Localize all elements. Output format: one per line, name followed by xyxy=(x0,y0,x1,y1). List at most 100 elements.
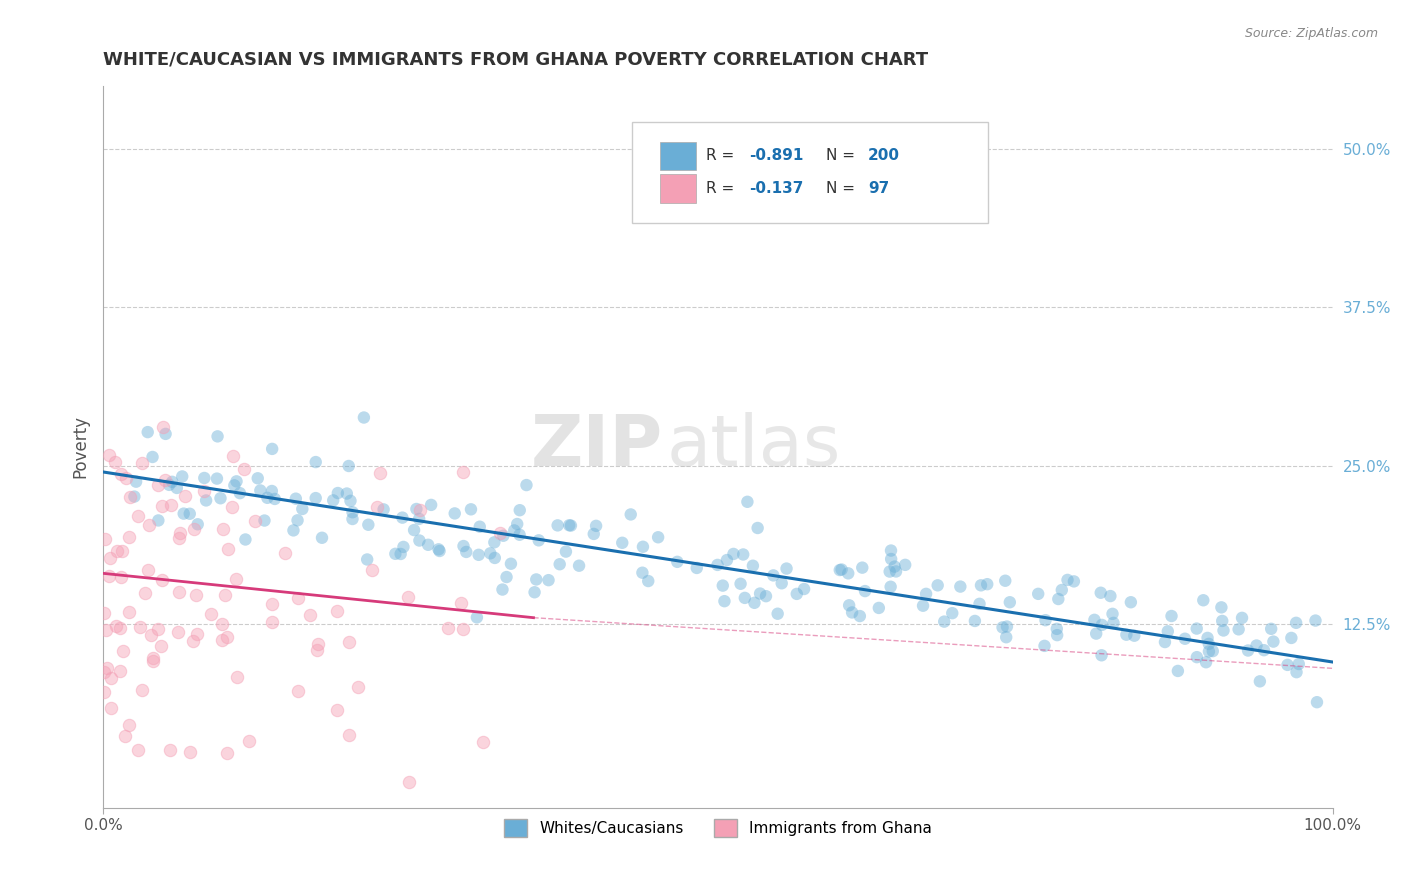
Point xyxy=(1246,639,1268,653)
Point xyxy=(453,465,475,479)
Point xyxy=(110,570,132,584)
Point xyxy=(110,544,132,558)
Point xyxy=(356,552,378,566)
Point xyxy=(1119,595,1142,609)
Point xyxy=(741,558,763,573)
Point xyxy=(1090,648,1112,663)
Point xyxy=(460,502,482,516)
Point xyxy=(326,486,349,500)
Point xyxy=(339,493,361,508)
Point xyxy=(1285,665,1308,680)
Point xyxy=(214,588,236,602)
Point xyxy=(969,597,991,611)
Point xyxy=(503,524,526,538)
Point xyxy=(456,545,478,559)
Point xyxy=(509,527,531,541)
Point xyxy=(141,654,163,668)
Point xyxy=(915,587,938,601)
Point xyxy=(443,507,465,521)
Point xyxy=(585,519,607,533)
Point xyxy=(851,560,873,574)
Point xyxy=(1237,643,1260,657)
Point xyxy=(157,478,180,492)
Point xyxy=(612,536,634,550)
Text: 200: 200 xyxy=(868,148,900,163)
Point xyxy=(737,495,759,509)
Point xyxy=(894,558,917,572)
Point xyxy=(408,512,430,526)
Point xyxy=(404,523,426,537)
Point xyxy=(620,508,643,522)
Point xyxy=(307,638,329,652)
Point xyxy=(880,543,903,558)
Point xyxy=(1047,592,1070,607)
Text: R =: R = xyxy=(706,148,738,163)
Text: 97: 97 xyxy=(868,180,889,195)
Point xyxy=(159,498,181,512)
Point xyxy=(361,562,384,576)
Point xyxy=(232,462,254,476)
Point xyxy=(225,572,247,586)
Point xyxy=(1202,644,1225,658)
Point xyxy=(100,550,122,565)
Point xyxy=(1211,600,1233,615)
Point xyxy=(346,680,368,694)
Point xyxy=(1160,609,1182,624)
Point xyxy=(1288,657,1310,671)
Point xyxy=(150,499,173,513)
Point xyxy=(686,561,709,575)
Point xyxy=(253,514,276,528)
Point xyxy=(181,633,204,648)
Point xyxy=(1211,614,1233,628)
Point xyxy=(730,576,752,591)
Point xyxy=(217,541,239,556)
Point xyxy=(136,563,159,577)
Point xyxy=(1046,622,1069,636)
Point xyxy=(108,665,131,679)
Point xyxy=(337,728,360,742)
Point xyxy=(110,467,132,482)
Point xyxy=(484,550,506,565)
Point xyxy=(305,455,328,469)
Point xyxy=(1192,593,1215,607)
Point xyxy=(159,743,181,757)
Point xyxy=(515,478,537,492)
Point xyxy=(215,630,238,644)
Point xyxy=(631,566,654,580)
Point xyxy=(211,617,233,632)
Point xyxy=(747,521,769,535)
Point xyxy=(450,596,472,610)
Point xyxy=(495,570,517,584)
Point xyxy=(934,615,956,629)
Point xyxy=(1249,674,1271,689)
Point xyxy=(179,507,201,521)
Point xyxy=(479,546,502,560)
Text: N =: N = xyxy=(827,180,860,195)
Point xyxy=(1195,655,1218,669)
Point xyxy=(138,518,160,533)
Point xyxy=(749,586,772,600)
Point xyxy=(114,470,136,484)
Point xyxy=(1174,632,1197,646)
Point xyxy=(226,670,249,684)
Point xyxy=(287,684,309,698)
Point xyxy=(104,455,127,469)
Point xyxy=(322,493,344,508)
Point xyxy=(1050,582,1073,597)
Point xyxy=(93,665,115,680)
Point xyxy=(100,701,122,715)
Point xyxy=(1046,628,1069,642)
Point xyxy=(342,505,364,519)
Point xyxy=(173,507,195,521)
Point xyxy=(1033,639,1056,653)
Point xyxy=(398,775,420,789)
Point xyxy=(205,472,228,486)
Point xyxy=(136,425,159,439)
Point xyxy=(326,604,349,618)
Text: Source: ZipAtlas.com: Source: ZipAtlas.com xyxy=(1244,27,1378,40)
Point xyxy=(733,548,755,562)
Point xyxy=(744,596,766,610)
Point xyxy=(211,633,233,648)
Point xyxy=(631,540,654,554)
Point xyxy=(949,580,972,594)
